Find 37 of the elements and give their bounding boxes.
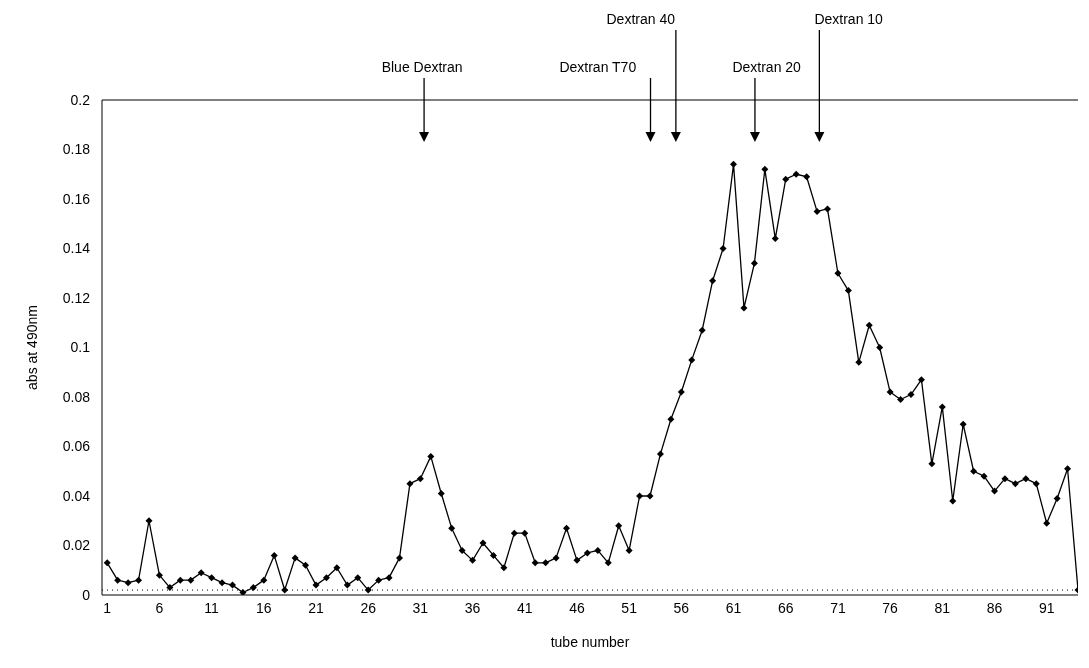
x-tick-label: 56 xyxy=(673,599,690,616)
text: Dextran 40 xyxy=(606,11,676,27)
y-tick-label: 0.06 xyxy=(62,438,91,455)
x-tick-label: 51 xyxy=(621,599,638,616)
y-tick-label: 0.04 xyxy=(62,487,91,504)
x-tick-label: 11 xyxy=(204,599,220,616)
x-tick-label: 21 xyxy=(308,599,324,616)
y-axis-title: abs at 490nm xyxy=(23,305,40,390)
text: Dextran 10 xyxy=(814,11,884,27)
x-tick-label: 61 xyxy=(725,599,742,616)
x-tick-label: 36 xyxy=(464,599,481,616)
x-tick-label: 81 xyxy=(934,599,951,616)
text: Blue Dextran xyxy=(381,59,463,75)
y-tick-label: 0.12 xyxy=(62,289,91,306)
y-tick-label: 0.2 xyxy=(70,91,91,108)
x-tick-label: 16 xyxy=(256,599,272,616)
y-tick-label: 0.08 xyxy=(62,388,91,405)
x-tick-label: 31 xyxy=(412,599,429,616)
y-tick-label: 0.18 xyxy=(62,141,91,158)
y-tick-label: 0.16 xyxy=(62,190,91,207)
x-tick-label: 91 xyxy=(1038,599,1055,616)
x-tick-label: 66 xyxy=(777,599,794,616)
text: Dextran T70 xyxy=(559,59,637,75)
x-tick-label: 76 xyxy=(882,599,899,616)
y-tick-label: 0.14 xyxy=(62,240,91,257)
x-axis-title: tube number xyxy=(550,633,630,650)
x-tick-label: 86 xyxy=(986,599,1003,616)
x-tick-label: 41 xyxy=(516,599,533,616)
x-tick-label: 6 xyxy=(155,599,164,616)
x-tick-label: 71 xyxy=(830,599,846,616)
y-tick-label: 0.1 xyxy=(70,339,91,356)
x-tick-label: 46 xyxy=(569,599,585,616)
text: Dextran 20 xyxy=(732,59,802,75)
x-tick-label: 26 xyxy=(360,599,377,616)
y-tick-label: 0 xyxy=(82,586,91,603)
y-tick-label: 0.02 xyxy=(62,537,91,554)
x-tick-label: 1 xyxy=(103,599,112,616)
